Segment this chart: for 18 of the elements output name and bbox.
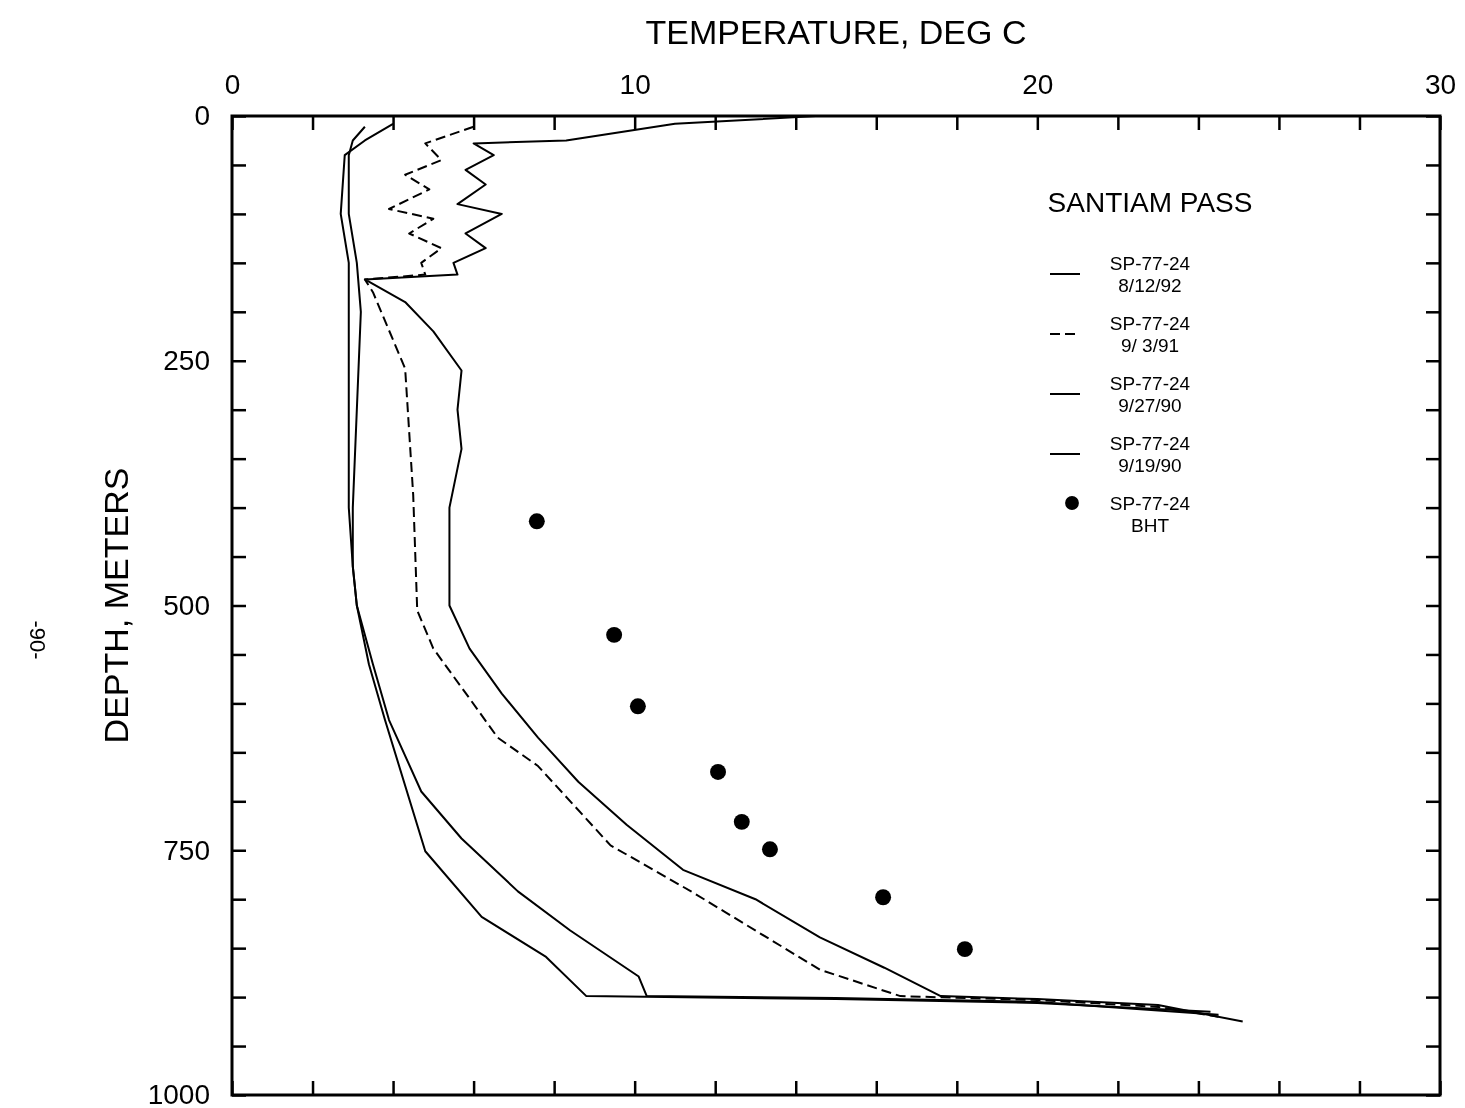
legend-title: SANTIAM PASS [1047,187,1253,218]
legend-label: SP-77-24 9/ 3/91 [1109,313,1191,356]
x-tick-label: 0 [224,69,241,100]
legend-label: SP-77-24 BHT [1109,493,1191,536]
legend-label: SP-77-24 8/12/92 [1109,253,1191,296]
y-tick-label: 250 [163,345,210,377]
legend-label: SP-77-24 9/19/90 [1109,433,1191,476]
legend-label: SP-77-24 9/27/90 [1109,373,1191,416]
x-axis-title: TEMPERATURE, DEG C [645,13,1027,51]
y-axis-title: DEPTH, METERS [97,467,135,744]
y-tick-label: 1000 [147,1079,210,1108]
x-tick-label: 30 [1424,69,1457,100]
y-tick-label: 750 [163,834,210,866]
y-tick-label: 500 [163,589,210,621]
y-tick-label: 0 [194,100,210,132]
x-tick-label: 20 [1022,69,1054,100]
x-tick-label: 10 [619,69,651,100]
text: -90- [25,620,50,660]
